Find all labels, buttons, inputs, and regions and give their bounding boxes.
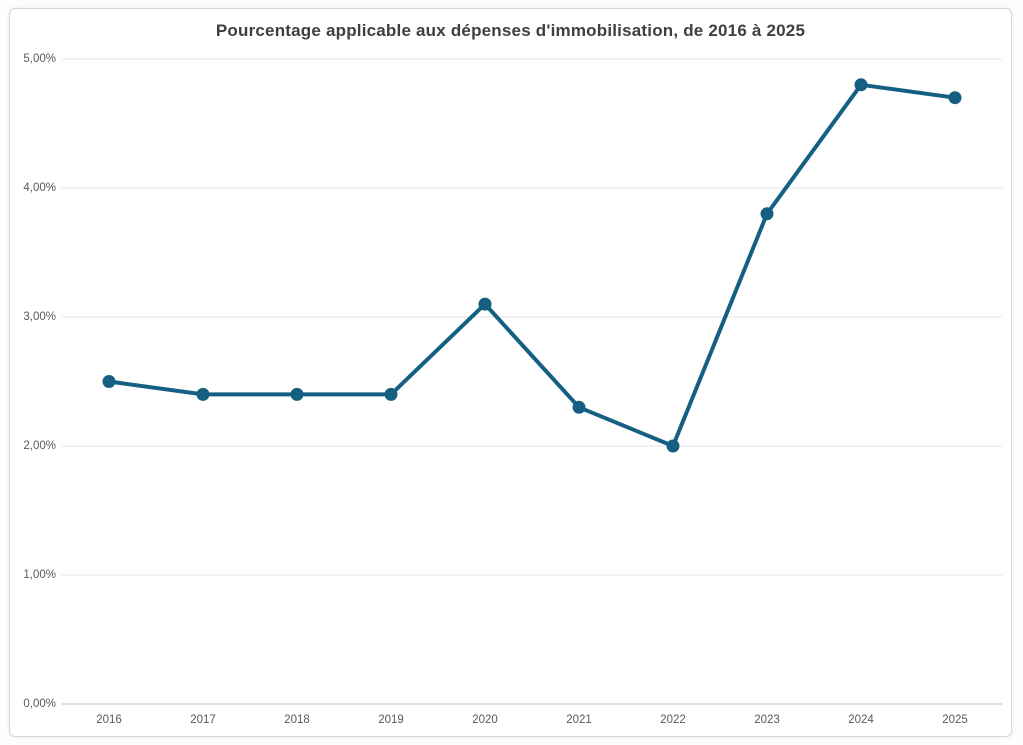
data-point bbox=[572, 400, 586, 414]
y-tick-label: 3,00% bbox=[23, 311, 56, 323]
x-tick-label: 2024 bbox=[848, 714, 874, 726]
data-point bbox=[290, 387, 304, 401]
series-line bbox=[107, 82, 957, 448]
chart-frame: Pourcentage applicable aux dépenses d'im… bbox=[9, 8, 1012, 737]
chart-title: Pourcentage applicable aux dépenses d'im… bbox=[215, 21, 806, 40]
y-tick-label: 5,00% bbox=[23, 53, 56, 65]
data-point bbox=[760, 207, 774, 221]
y-tick-label: 2,00% bbox=[23, 440, 56, 452]
data-point bbox=[478, 297, 492, 311]
data-point bbox=[196, 387, 210, 401]
x-tick-label: 2022 bbox=[660, 714, 686, 726]
data-point bbox=[102, 375, 116, 388]
data-point bbox=[854, 78, 868, 92]
x-tick-label: 2023 bbox=[754, 714, 780, 726]
y-tick-label: 4,00% bbox=[23, 182, 56, 194]
x-tick-label: 2016 bbox=[96, 714, 122, 726]
line-chart-plot-area bbox=[62, 58, 1002, 705]
data-point bbox=[666, 439, 680, 453]
x-tick-label: 2018 bbox=[284, 714, 310, 726]
data-point bbox=[948, 91, 962, 105]
y-tick-label: 1,00% bbox=[23, 569, 56, 581]
data-point bbox=[384, 387, 398, 401]
x-tick-label: 2020 bbox=[472, 714, 498, 726]
y-tick-label: 0,00% bbox=[23, 698, 56, 710]
x-tick-label: 2017 bbox=[190, 714, 216, 726]
x-tick-label: 2021 bbox=[566, 714, 592, 726]
x-tick-label: 2019 bbox=[378, 714, 404, 726]
x-tick-label: 2025 bbox=[942, 714, 968, 726]
